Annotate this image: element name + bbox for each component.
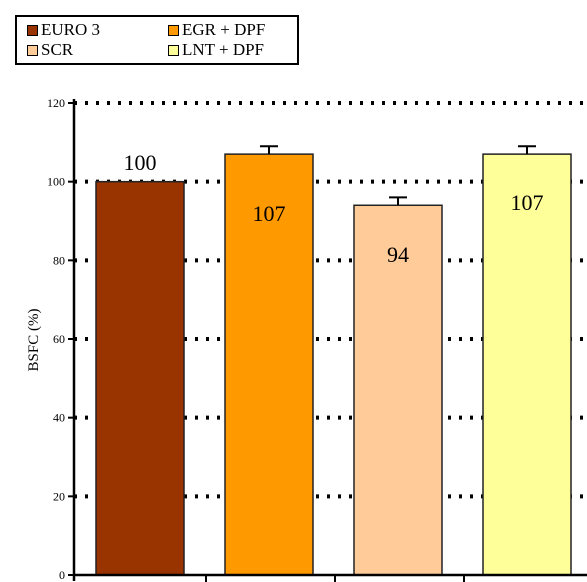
legend-label-lnt-dpf: LNT + DPF bbox=[182, 40, 265, 59]
legend-item-egr-dpf: EGR + DPF bbox=[168, 21, 265, 39]
y-axis-label: BSFC (%) bbox=[26, 309, 42, 372]
data-label-1: 107 bbox=[253, 201, 286, 226]
y-tick-label-100: 100 bbox=[47, 175, 65, 189]
bar-0 bbox=[95, 180, 185, 576]
data-label-3: 107 bbox=[511, 190, 544, 215]
legend-label-egr-dpf: EGR + DPF bbox=[182, 20, 266, 39]
y-tick-label-60: 60 bbox=[53, 332, 65, 346]
legend: EURO 3 EGR + DPF SCR LNT + DPF bbox=[15, 15, 299, 65]
y-tick-label-80: 80 bbox=[53, 253, 65, 267]
legend-label-euro3: EURO 3 bbox=[41, 20, 101, 39]
y-tick-label-20: 20 bbox=[53, 489, 65, 503]
legend-item-lnt-dpf: LNT + DPF bbox=[168, 41, 264, 59]
y-tick-label-0: 0 bbox=[59, 568, 65, 582]
data-label-0: 100 bbox=[124, 150, 157, 175]
legend-swatch-scr bbox=[27, 44, 38, 56]
bars bbox=[95, 145, 572, 576]
legend-item-euro3: EURO 3 bbox=[27, 21, 100, 39]
data-label-2: 94 bbox=[387, 242, 409, 267]
legend-swatch-euro3 bbox=[27, 24, 38, 36]
y-tick-label-40: 40 bbox=[53, 411, 65, 425]
bar-3 bbox=[482, 153, 572, 576]
bar-2 bbox=[353, 204, 443, 576]
axes: 0 20 40 60 80 100 120 bbox=[47, 96, 587, 582]
y-tick-label-120: 120 bbox=[47, 96, 65, 110]
legend-item-scr: SCR bbox=[27, 41, 73, 59]
data-labels: 100 107 94 107 bbox=[124, 150, 544, 267]
legend-swatch-egr-dpf bbox=[168, 24, 179, 36]
legend-swatch-lnt-dpf bbox=[168, 44, 179, 56]
legend-label-scr: SCR bbox=[41, 40, 74, 59]
